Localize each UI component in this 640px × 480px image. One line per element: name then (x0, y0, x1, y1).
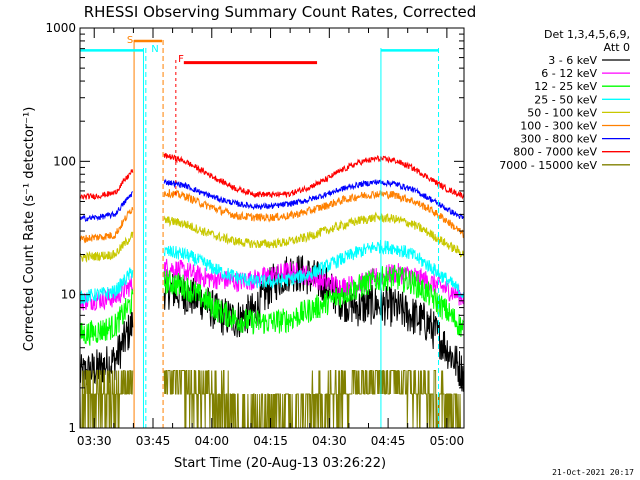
legend-title-line-2: Att 0 (604, 41, 630, 54)
x-tick-label-6: 05:00 (430, 434, 465, 448)
legend-label-7: 800 - 7000 keV (513, 146, 597, 159)
legend-label-8: 7000 - 15000 keV (499, 159, 597, 172)
series-line-5-segment-1 (163, 189, 465, 239)
data-layer (79, 152, 465, 429)
series-100-300-kev (79, 189, 465, 244)
plot-frame (79, 27, 465, 429)
series-line-5-segment-0 (79, 207, 134, 244)
y-tick-label-1: 10 (61, 288, 76, 302)
flare-label: F (178, 54, 184, 65)
legend-label-0: 3 - 6 keV (548, 54, 597, 67)
night-label: N (151, 44, 158, 55)
x-tick-label-5: 04:45 (371, 434, 406, 448)
x-tick-label-4: 04:30 (312, 434, 347, 448)
legend-label-3: 25 - 50 keV (534, 93, 597, 106)
series-300-800-kev (79, 178, 465, 222)
series-3-6-kev (79, 255, 465, 392)
series-line-0-segment-0 (79, 311, 134, 388)
x-tick-label-1: 03:45 (136, 434, 171, 448)
legend-title-line-1: Det 1,3,4,5,6,9, (544, 28, 630, 41)
series-line-4-segment-1 (163, 211, 465, 258)
series-50-100-kev (79, 211, 465, 263)
chart-title: RHESSI Observing Summary Count Rates, Co… (84, 3, 477, 21)
x-tick-label-0: 03:30 (77, 434, 112, 448)
series-800-7000-kev (79, 152, 465, 201)
timestamp: 21-Oct-2021 20:17 (552, 468, 634, 477)
series-line-4-segment-0 (79, 231, 134, 263)
saa-label: S (127, 35, 133, 46)
series-line-7-segment-0 (79, 169, 134, 201)
series-line-0-segment-1 (163, 255, 465, 392)
legend-label-5: 100 - 300 keV (520, 120, 597, 133)
y-tick-label-0: 1 (68, 421, 76, 435)
series-12-25-kev (79, 264, 464, 346)
x-axis-label: Start Time (20-Aug-13 03:26:22) (174, 456, 386, 471)
series-line-6-segment-1 (163, 178, 465, 220)
series-line-3-segment-1 (163, 239, 465, 299)
series-line-6-segment-0 (79, 191, 133, 222)
x-tick-label-2: 04:00 (194, 434, 229, 448)
legend-label-2: 12 - 25 keV (534, 80, 597, 93)
series-line-2-segment-0 (79, 289, 134, 346)
annotation-layer (80, 39, 440, 428)
series-line-2-segment-1 (163, 264, 464, 337)
y-axis-label: Corrected Count Rate (s⁻¹ detector⁻¹) (22, 107, 37, 352)
series-7000-15000-kev (79, 370, 464, 429)
legend-label-6: 300 - 800 keV (520, 133, 597, 146)
legend-label-1: 6 - 12 keV (541, 67, 597, 80)
series-line-7-segment-1 (163, 152, 465, 200)
y-tick-label-2: 100 (53, 154, 76, 168)
legend-label-4: 50 - 100 keV (527, 106, 597, 119)
series-line-8-segment-1 (163, 370, 464, 429)
axes-layer: 1 10 100 1000 03:30 03:45 04:00 04:15 04:30 04:45… (45, 21, 465, 448)
series-25-50-kev (79, 239, 465, 306)
series-line-8-segment-0 (79, 370, 134, 429)
y-tick-label-3: 1000 (45, 21, 76, 35)
x-tick-label-3: 04:15 (253, 434, 288, 448)
series-line-3-segment-0 (79, 267, 134, 306)
